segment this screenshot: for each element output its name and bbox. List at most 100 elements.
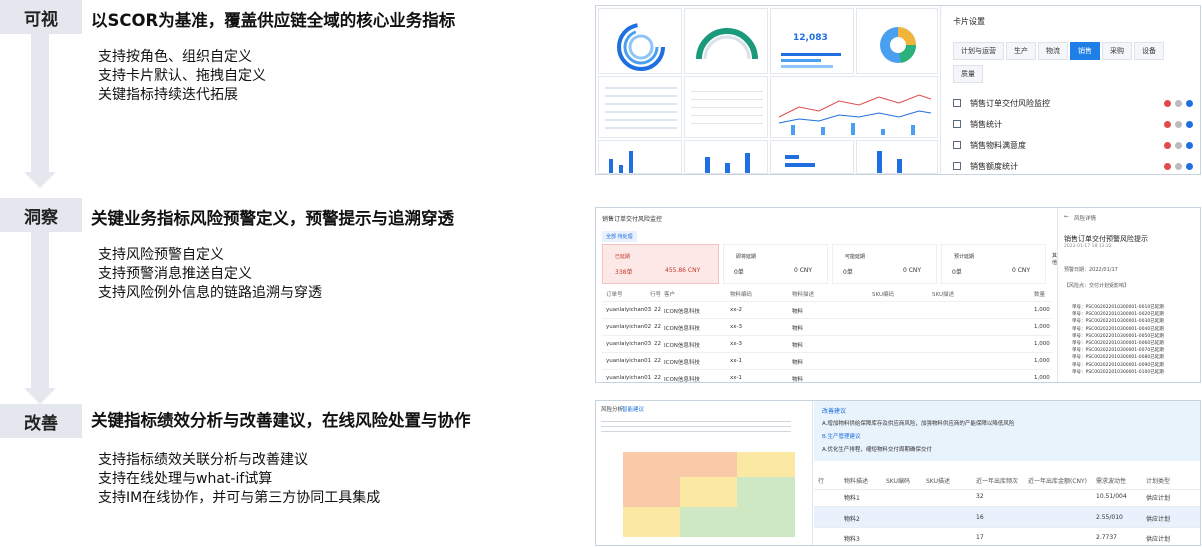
gauge-panel — [684, 8, 768, 74]
heat-cell[interactable] — [623, 452, 680, 477]
heat-cell[interactable] — [737, 477, 795, 507]
heat-cell[interactable] — [623, 477, 680, 507]
detail-list: 单号：PSC002022010300001-0010已延期 单号：PSC0020… — [1072, 305, 1164, 375]
chip-production[interactable]: 生产 — [1006, 42, 1036, 60]
analysis-screenshot: 风险分析 智能建议 改善建议 A.增加物料供给保障库存及供应商风险，加强物料供应… — [595, 400, 1201, 546]
filter-tab[interactable]: 全部 待处理 — [602, 231, 637, 242]
big-number: 12,083 — [793, 33, 828, 43]
stage-title-insight: 关键业务指标风险预警定义，预警提示与追溯穿透 — [91, 209, 454, 228]
risk-detail-panel: ← 风险详情 销售订单交付预警风险提示 2022-01-17 18:12:22 … — [1057, 208, 1200, 382]
tab-smart-advice[interactable]: 智能建议 — [622, 407, 645, 413]
big-number-panel: 12,083 — [770, 8, 854, 74]
metric-card-other[interactable]: 其他 — [1052, 253, 1058, 266]
table-row[interactable]: 物料1 32 10.51/004 供应计划 — [814, 486, 1200, 507]
analysis-left-panel: 风险分析 智能建议 — [596, 401, 813, 545]
detail-sub: 【风险点：交付计划受影响】 — [1064, 283, 1130, 289]
stage-tag-insight: 洞察 — [0, 198, 82, 232]
advice-box: 改善建议 A.增加物料供给保障库存及供应商风险，加强物料供应商的产能保障以降低风… — [814, 401, 1200, 461]
dashboard-screenshot: 12,083 — [595, 5, 1201, 175]
metric-card-possible[interactable]: 可能延期 0单 0 CNY — [832, 244, 937, 284]
stage-tag-improve: 改善 — [0, 404, 82, 438]
table-row[interactable]: yuanlaiyichan01 22 ICON信息科技 xx-1 物料 1,000 — [602, 353, 1052, 370]
table-panel — [684, 76, 768, 138]
flow-arrow-2 — [24, 232, 56, 404]
card-icon — [953, 120, 961, 128]
advice-1: A.增加物料供给保障库存及供应商风险，加强物料供应商的产能保障以降低风险 — [822, 421, 1015, 427]
advice-sub: B.生产管理建议 — [822, 434, 861, 440]
bullet: 支持风险例外信息的链路追溯与穿透 — [98, 285, 322, 301]
heat-cell[interactable] — [737, 507, 795, 537]
info-icon[interactable] — [1175, 99, 1182, 107]
flow-arrow-1 — [24, 34, 56, 188]
heat-cell[interactable] — [737, 452, 795, 477]
back-icon[interactable]: ← — [1064, 213, 1070, 220]
bullet: 支持IM在线协作，并可与第三方协同工具集成 — [98, 490, 381, 506]
stage-title-visualize: 以SCOR为基准，覆盖供应链全域的核心业务指标 — [91, 11, 456, 30]
line-chart — [778, 94, 932, 135]
table-row[interactable]: yuanlaiyichan01 22 ICON信息科技 xx-1 物料 1,000 — [606, 375, 1050, 383]
list-panel — [598, 76, 682, 138]
bar-panel-3 — [770, 140, 854, 174]
chip-purchase[interactable]: 采购 — [1102, 42, 1132, 60]
heat-cell[interactable] — [680, 507, 737, 537]
tab-risk-analysis[interactable]: 风险分析 — [601, 407, 624, 413]
card-settings-panel: 卡片设置 计划与运营 生产 物流 销售 采购 设备质量 销售订单交付风险监控 销售统计 销… — [940, 6, 1200, 174]
info-icon[interactable] — [1175, 141, 1182, 149]
bullet: 支持在线处理与what-if试算 — [98, 471, 273, 487]
chip-plan[interactable]: 计划与运营 — [953, 42, 1004, 60]
bar-panel-4 — [856, 140, 938, 174]
material-table: 行 物料描述 SKU编码 SKU描述 近一年出库频次 近一年出库金额(CNY) … — [814, 469, 1200, 545]
table-header: 订单号 行号 客户 物料编码 物料描述 SKU编码 SKU描述 数量 — [602, 285, 1052, 302]
table-row[interactable]: 物料3 17 2.7737 供应计划 — [814, 527, 1200, 545]
table-lines — [691, 91, 763, 124]
metric-card-expected[interactable]: 预计延期 0单 0 CNY — [941, 244, 1046, 284]
remove-icon[interactable] — [1164, 141, 1171, 149]
table-row[interactable]: yuanlaiyichan03 22 ICON信息科技 xx-3 物料 1,000 — [602, 336, 1052, 353]
card-icon — [953, 162, 961, 170]
bar-panel-1 — [598, 140, 682, 174]
monitor-header: 销售订单交付风险监控 — [602, 216, 663, 223]
table-row[interactable]: 物料2 16 2.55/010 供应计划 — [814, 507, 1200, 528]
advice-2: A.优化生产排程，缩短物料交付周期确保交付 — [822, 447, 932, 453]
mini-bars — [781, 53, 841, 68]
add-icon[interactable] — [1186, 141, 1193, 149]
info-icon[interactable] — [1175, 120, 1182, 128]
detail-title: 销售订单交付预警风险提示 — [1064, 235, 1148, 243]
bar-chart-3 — [785, 155, 815, 167]
category-chips: 计划与运营 生产 物流 销售 采购 设备质量 — [953, 42, 1193, 88]
pie-section — [856, 8, 938, 74]
setting-row: 销售物料满意度 — [953, 138, 1193, 152]
list-lines — [605, 87, 677, 129]
advice-title: 改善建议 — [822, 408, 847, 415]
remove-icon[interactable] — [1164, 120, 1171, 128]
legend-lines — [601, 417, 791, 436]
chip-quality[interactable]: 质量 — [953, 65, 983, 83]
chip-equipment[interactable]: 设备 — [1134, 42, 1164, 60]
add-icon[interactable] — [1186, 162, 1193, 170]
remove-icon[interactable] — [1164, 162, 1171, 170]
table-row[interactable]: yuanlaiyichan02 22 ICON信息科技 xx-3 物料 1,000 — [602, 319, 1052, 336]
metric-card-upcoming[interactable]: 即将延期 0单 0 CNY — [723, 244, 828, 284]
add-icon[interactable] — [1186, 99, 1193, 107]
chip-logistics[interactable]: 物流 — [1038, 42, 1068, 60]
table-header: 行 物料描述 SKU编码 SKU描述 近一年出库频次 近一年出库金额(CNY) … — [814, 469, 1200, 490]
pie-chart — [880, 27, 917, 63]
gauge-chart — [696, 28, 758, 60]
table-row[interactable]: yuanlaiyichan03 22 ICON信息科技 xx-2 物料 1,000 — [602, 302, 1052, 319]
chip-sales[interactable]: 销售 — [1070, 42, 1100, 60]
add-icon[interactable] — [1186, 120, 1193, 128]
bullet: 支持风险预警自定义 — [98, 247, 224, 263]
remove-icon[interactable] — [1164, 99, 1171, 107]
metric-card-delayed[interactable]: 已延期 338单 455.86 CNY — [602, 244, 719, 284]
heat-cell[interactable] — [680, 452, 737, 477]
bullet: 支持预警消息推送自定义 — [98, 266, 252, 282]
bullet: 支持按角色、组织自定义 — [98, 49, 252, 65]
heat-cell[interactable] — [680, 477, 737, 507]
line-chart-panel — [770, 76, 938, 138]
bar-panel-2 — [684, 140, 768, 174]
heat-cell[interactable] — [623, 507, 680, 537]
donut-panel — [598, 8, 682, 74]
detail-header: 风险详情 — [1074, 216, 1097, 222]
bullet: 关键指标持续迭代拓展 — [98, 87, 238, 103]
info-icon[interactable] — [1175, 162, 1182, 170]
